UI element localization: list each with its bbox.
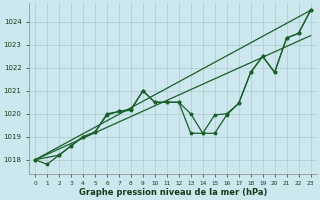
X-axis label: Graphe pression niveau de la mer (hPa): Graphe pression niveau de la mer (hPa) <box>79 188 267 197</box>
